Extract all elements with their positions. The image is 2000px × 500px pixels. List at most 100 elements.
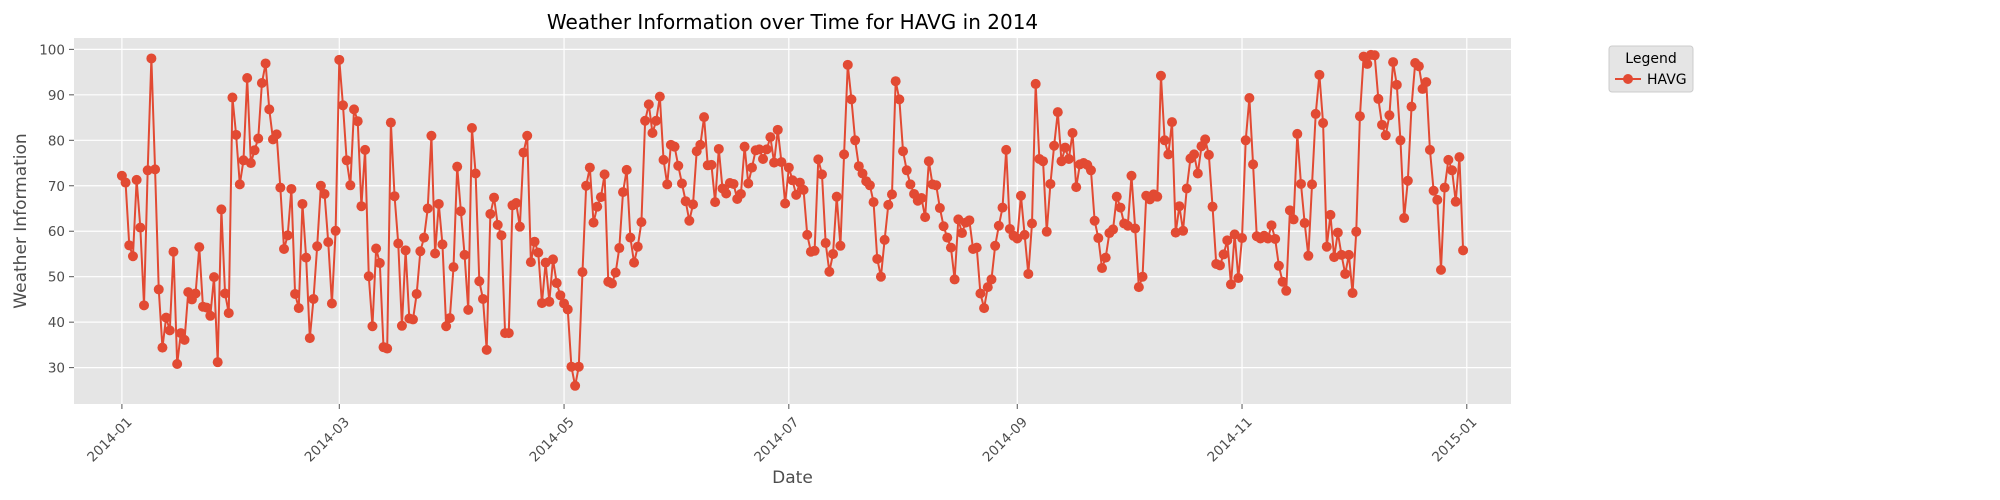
- data-point: [1391, 79, 1402, 90]
- data-point: [1045, 178, 1056, 189]
- data-point: [1336, 249, 1347, 260]
- x-axis: 2014-01 2014-03 2014-05 2014-07 2014-09 2014-…: [84, 404, 1480, 465]
- data-point: [463, 304, 474, 315]
- data-point: [341, 155, 352, 166]
- data-point: [982, 282, 993, 293]
- data-point: [430, 248, 441, 259]
- data-point: [209, 272, 220, 283]
- data-point: [231, 129, 242, 140]
- data-point: [168, 246, 179, 257]
- data-point: [916, 193, 927, 204]
- data-point: [260, 58, 271, 69]
- data-point: [234, 179, 245, 190]
- data-point: [345, 180, 356, 191]
- data-point: [393, 238, 404, 249]
- data-point: [419, 232, 430, 243]
- data-point: [466, 123, 477, 134]
- data-point: [544, 296, 555, 307]
- data-point: [127, 251, 138, 262]
- y-tick-label: 90: [48, 88, 65, 104]
- data-point: [699, 112, 710, 123]
- data-point: [1093, 233, 1104, 244]
- data-point: [1225, 279, 1236, 290]
- data-point: [1189, 149, 1200, 160]
- data-point: [349, 104, 360, 115]
- data-point: [245, 158, 256, 169]
- data-point: [1060, 142, 1071, 153]
- data-point: [791, 189, 802, 200]
- data-point: [190, 288, 201, 299]
- data-point: [592, 201, 603, 212]
- y-tick-label: 100: [39, 42, 65, 58]
- data-point: [452, 161, 463, 172]
- data-point: [584, 162, 595, 173]
- data-point: [312, 241, 323, 252]
- data-point: [606, 278, 617, 289]
- data-point: [1192, 168, 1203, 179]
- data-point: [1303, 250, 1314, 261]
- data-point: [1454, 152, 1465, 163]
- data-point: [223, 308, 234, 319]
- data-point: [271, 129, 282, 140]
- data-point: [956, 228, 967, 239]
- data-point: [1214, 260, 1225, 271]
- data-point: [249, 145, 260, 156]
- legend-entry-havg: HAVG: [1647, 72, 1687, 88]
- data-point: [669, 141, 680, 152]
- data-point: [816, 169, 827, 180]
- x-tick-label: 2014-11: [1204, 414, 1255, 465]
- data-point: [1218, 249, 1229, 260]
- data-point: [437, 239, 448, 250]
- data-point: [842, 59, 853, 70]
- grid-lines: [74, 38, 1511, 404]
- x-tick-label: 2014-01: [84, 414, 135, 465]
- data-point: [459, 249, 470, 260]
- data-point: [798, 184, 809, 195]
- data-point: [835, 240, 846, 251]
- data-point: [407, 314, 418, 325]
- data-point: [1450, 196, 1461, 207]
- data-point: [802, 229, 813, 240]
- data-point: [780, 198, 791, 209]
- data-point: [1001, 144, 1012, 155]
- data-point: [662, 179, 673, 190]
- data-point: [894, 94, 905, 105]
- data-point: [1019, 229, 1030, 240]
- data-point: [1027, 218, 1037, 229]
- data-point: [765, 132, 776, 143]
- data-point: [1115, 202, 1126, 213]
- data-point: [477, 293, 488, 304]
- legend: Legend HAVG: [1608, 45, 1694, 93]
- data-point: [979, 303, 990, 314]
- data-point: [485, 208, 496, 219]
- data-point: [1023, 268, 1034, 279]
- data-point: [1174, 201, 1185, 212]
- data-point: [1299, 218, 1310, 229]
- data-point: [492, 219, 503, 230]
- data-point: [1085, 165, 1096, 176]
- data-point: [864, 180, 875, 191]
- data-point: [275, 182, 286, 193]
- data-point: [993, 220, 1004, 231]
- data-point: [1137, 271, 1148, 282]
- data-point: [945, 242, 956, 253]
- data-point: [1100, 252, 1111, 263]
- data-point: [872, 253, 883, 264]
- data-point: [1325, 209, 1336, 220]
- y-tick-label: 70: [48, 179, 65, 195]
- data-point: [739, 141, 750, 152]
- data-point: [898, 146, 909, 157]
- data-point: [632, 241, 643, 252]
- data-point: [363, 271, 374, 282]
- data-point: [1152, 191, 1163, 202]
- data-point: [448, 262, 459, 273]
- data-point: [964, 215, 975, 226]
- data-point: [131, 174, 142, 185]
- data-point: [971, 242, 982, 253]
- data-point: [518, 147, 529, 158]
- data-point: [1178, 225, 1189, 236]
- y-tick-label: 40: [48, 315, 65, 331]
- data-point: [879, 234, 890, 245]
- data-point: [356, 201, 367, 212]
- data-point: [710, 197, 721, 208]
